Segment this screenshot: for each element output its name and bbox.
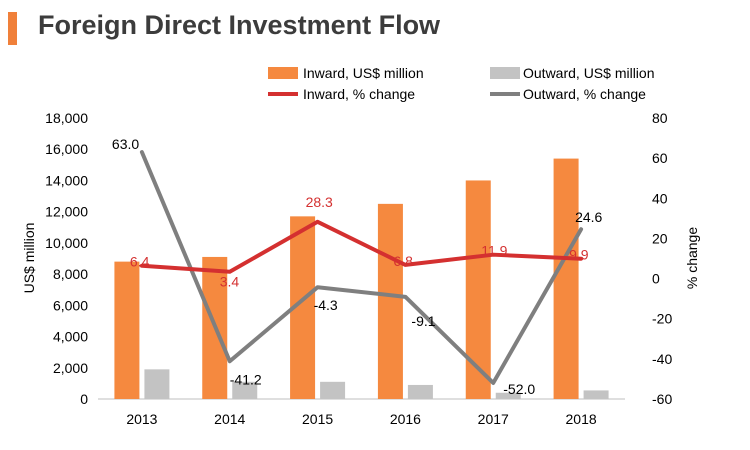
legend-label-inward-bar: Inward, US$ million — [303, 65, 424, 81]
inward-pct-label-2017: 11.9 — [481, 243, 507, 259]
y-tick-label: 16,000 — [45, 141, 88, 157]
outward-pct-line — [139, 150, 584, 385]
y-tick-label: 6,000 — [53, 297, 88, 313]
outward-pct-label-2018: 24.6 — [575, 209, 602, 225]
inward-pct-label-2013: 6.4 — [130, 254, 150, 270]
legend-swatch-outward-bar — [490, 67, 520, 79]
y2-tick-label: -40 — [652, 351, 672, 367]
y-tick-label: 8,000 — [53, 266, 88, 282]
inward-bar-2016 — [377, 203, 403, 399]
outward-bar-2015 — [320, 381, 346, 399]
legend-label-inward-line: Inward, % change — [303, 86, 415, 102]
x-tick-label-2016: 2016 — [390, 411, 421, 427]
outward-bar-2018 — [583, 390, 609, 399]
y-tick-label: 18,000 — [45, 110, 88, 126]
legend-label-outward-line: Outward, % change — [523, 86, 646, 102]
outward-pct-label-2015: -4.3 — [314, 297, 338, 313]
y2-axis-title: % change — [684, 227, 700, 289]
y2-tick-label: 40 — [652, 190, 668, 206]
outward-bar-2014 — [232, 381, 258, 399]
inward-pct-label-2014: 3.4 — [220, 274, 240, 290]
x-tick-label-2014: 2014 — [214, 411, 245, 427]
legend-label-outward-bar: Outward, US$ million — [523, 65, 655, 81]
outward-pct-label-2017: -52.0 — [503, 381, 535, 397]
y2-tick-label: -20 — [652, 311, 672, 327]
inward-bar-2013 — [114, 261, 140, 399]
chart-title: Foreign Direct Investment Flow — [38, 10, 441, 40]
y2-tick-label: 20 — [652, 230, 668, 246]
y-tick-label: 2,000 — [53, 360, 88, 376]
inward-pct-label-2018: 9.9 — [569, 247, 589, 263]
outward-pct-label-2014: -41.2 — [230, 371, 262, 387]
x-tick-label-2017: 2017 — [478, 411, 509, 427]
y-tick-label: 14,000 — [45, 172, 88, 188]
y-tick-label: 10,000 — [45, 235, 88, 251]
inward-pct-label-2016: 6.8 — [393, 253, 413, 269]
x-tick-label-2013: 2013 — [126, 411, 157, 427]
inward-pct-label-2015: 28.3 — [306, 194, 333, 210]
y-tick-label: 4,000 — [53, 329, 88, 345]
y2-tick-label: 60 — [652, 150, 668, 166]
outward-bar-2013 — [144, 369, 170, 399]
y-tick-label: 12,000 — [45, 204, 88, 220]
y-axis-title: US$ million — [21, 223, 37, 294]
legend-swatch-inward-bar — [268, 67, 298, 79]
x-tick-label-2015: 2015 — [302, 411, 333, 427]
y-tick-label: 0 — [80, 391, 88, 407]
outward-pct-label-2016: -9.1 — [411, 313, 435, 329]
inward-bar-2018 — [553, 158, 579, 399]
x-tick-label-2018: 2018 — [566, 411, 597, 427]
outward-bar-2016 — [407, 384, 433, 399]
y2-tick-label: 0 — [652, 271, 660, 287]
outward-pct-label-2013: 63.0 — [112, 136, 139, 152]
y2-tick-label: 80 — [652, 110, 668, 126]
inward-pct-line — [139, 219, 584, 274]
y2-tick-label: -60 — [652, 391, 672, 407]
outward-bar-2017 — [495, 392, 521, 399]
title-accent-bar — [8, 12, 17, 45]
